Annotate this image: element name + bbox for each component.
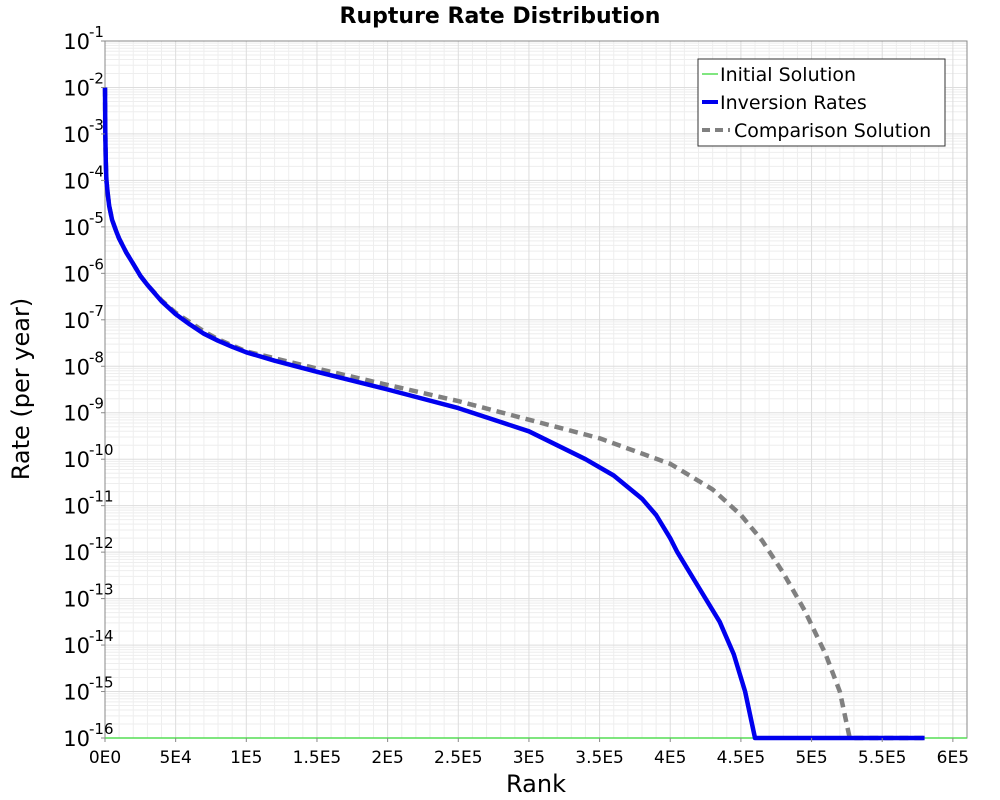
x-tick-label: 1.5E5 xyxy=(293,748,342,768)
x-tick-label: 4E5 xyxy=(654,748,686,768)
y-tick-label-exponent: -10 xyxy=(89,441,114,459)
minor-grid-x xyxy=(118,41,940,738)
x-tick-label: 2E5 xyxy=(371,748,403,768)
y-tick-label-base: 10 xyxy=(63,681,90,705)
y-tick-label-exponent: -8 xyxy=(89,348,104,366)
y-tick-label-base: 10 xyxy=(63,309,90,333)
y-tick-label-exponent: -4 xyxy=(89,162,104,180)
x-tick-label: 5E4 xyxy=(159,748,191,768)
y-tick-label-base: 10 xyxy=(63,123,90,147)
y-tick-label-exponent: -6 xyxy=(89,255,104,273)
y-tick-label-exponent: -9 xyxy=(89,395,104,413)
y-tick-label-base: 10 xyxy=(63,727,90,751)
legend-label-initial-solution: Initial Solution xyxy=(720,64,856,86)
x-tick-label: 3.5E5 xyxy=(575,748,624,768)
x-tick-label: 5E5 xyxy=(795,748,827,768)
y-tick-label-base: 10 xyxy=(63,169,90,193)
y-tick-label-exponent: -14 xyxy=(89,627,114,645)
legend: Initial Solution Inversion Rates Compari… xyxy=(697,58,946,147)
y-tick-label-exponent: -3 xyxy=(89,116,104,134)
legend-label-inversion-rates: Inversion Rates xyxy=(720,92,867,114)
y-tick-label-base: 10 xyxy=(63,402,90,426)
y-tick-label-base: 10 xyxy=(63,30,90,54)
x-tick-label: 1E5 xyxy=(230,748,262,768)
y-axis-label: Rate (per year) xyxy=(7,298,35,480)
y-tick-label-base: 10 xyxy=(63,355,90,379)
minor-grid-y xyxy=(105,42,967,725)
y-axis-ticks: 10 -110 -210 -310 -410 -510 -610 -710 -810 -910 -1… xyxy=(63,23,113,751)
y-tick-label-base: 10 xyxy=(63,588,90,612)
x-tick-label: 2.5E5 xyxy=(434,748,483,768)
legend-label-comparison-solution: Comparison Solution xyxy=(734,120,931,142)
chart-title: Rupture Rate Distribution xyxy=(340,4,661,29)
legend-box xyxy=(697,58,946,147)
y-tick-label-base: 10 xyxy=(63,262,90,286)
y-tick-label-exponent: -1 xyxy=(89,23,104,41)
y-tick-label-base: 10 xyxy=(63,448,90,472)
y-tick-label-exponent: -16 xyxy=(89,720,114,738)
x-tick-label: 3E5 xyxy=(513,748,545,768)
y-tick-label-exponent: -12 xyxy=(89,534,114,552)
major-grid-y xyxy=(105,40,967,739)
y-tick-label-exponent: -5 xyxy=(89,209,104,227)
x-tick-label: 5.5E5 xyxy=(858,748,907,768)
y-tick-label-base: 10 xyxy=(63,76,90,100)
x-tick-label: 0E0 xyxy=(89,748,121,768)
y-tick-label-base: 10 xyxy=(63,634,90,658)
y-tick-label-base: 10 xyxy=(63,495,90,519)
y-tick-label-exponent: -2 xyxy=(89,69,104,87)
x-axis-ticks: 0E0 5E4 1E5 1.5E5 2E5 2.5E5 3E5 3.5E5 4E5 4.5E5 5E… xyxy=(89,738,969,768)
x-axis-label: Rank xyxy=(506,770,566,798)
y-tick-label-base: 10 xyxy=(63,216,90,240)
y-tick-label-exponent: -11 xyxy=(89,488,114,506)
series-line-inversion-rates xyxy=(102,87,925,741)
series-layer xyxy=(102,87,967,741)
y-tick-label-exponent: -15 xyxy=(89,674,114,692)
y-tick-label-base: 10 xyxy=(63,541,90,565)
y-tick-label-exponent: -13 xyxy=(89,581,114,599)
x-tick-label: 4.5E5 xyxy=(717,748,766,768)
x-tick-label: 6E5 xyxy=(937,748,969,768)
y-tick-label-exponent: -7 xyxy=(89,302,104,320)
